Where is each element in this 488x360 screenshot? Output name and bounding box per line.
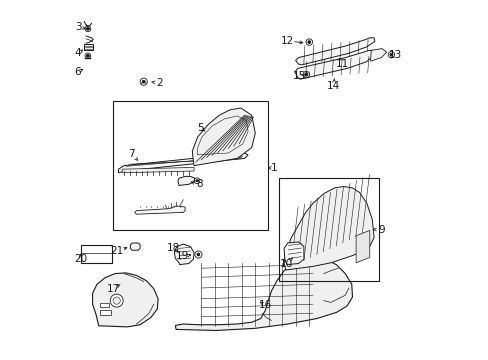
Polygon shape (134, 206, 185, 214)
Text: 15: 15 (292, 71, 305, 81)
Text: 3: 3 (76, 22, 82, 32)
Bar (81, 245, 112, 263)
Polygon shape (295, 38, 374, 65)
Text: 2: 2 (156, 78, 163, 88)
Circle shape (86, 27, 89, 30)
Circle shape (307, 41, 310, 44)
Text: 13: 13 (387, 50, 401, 60)
Polygon shape (92, 273, 158, 327)
Text: 16: 16 (258, 300, 271, 310)
Text: 18: 18 (166, 243, 180, 253)
Text: 12: 12 (280, 36, 293, 46)
Circle shape (389, 53, 392, 56)
Polygon shape (370, 49, 386, 61)
Polygon shape (101, 303, 109, 307)
Text: 1: 1 (270, 163, 277, 173)
Circle shape (110, 294, 123, 307)
Circle shape (142, 80, 145, 83)
Polygon shape (84, 44, 93, 50)
Text: 9: 9 (378, 225, 385, 235)
Text: 21: 21 (110, 246, 123, 256)
Text: 4: 4 (74, 48, 81, 58)
Text: 14: 14 (326, 81, 340, 91)
Polygon shape (130, 243, 140, 250)
Polygon shape (118, 153, 247, 173)
Polygon shape (178, 176, 194, 185)
Circle shape (197, 253, 200, 256)
Polygon shape (355, 230, 369, 263)
Polygon shape (294, 50, 374, 79)
Text: 5: 5 (197, 123, 203, 133)
Polygon shape (284, 186, 373, 270)
Bar (113, 101, 267, 230)
Circle shape (305, 73, 307, 76)
Polygon shape (101, 310, 111, 315)
Circle shape (113, 297, 120, 304)
Bar (278, 178, 379, 281)
Text: 11: 11 (335, 59, 348, 69)
Polygon shape (174, 244, 194, 265)
Polygon shape (284, 242, 303, 265)
Text: 6: 6 (74, 67, 81, 77)
Circle shape (196, 180, 198, 182)
Circle shape (86, 54, 89, 57)
Polygon shape (175, 256, 352, 330)
Text: 10: 10 (279, 258, 292, 269)
Polygon shape (192, 108, 255, 166)
Text: 20: 20 (74, 254, 87, 264)
Text: 17: 17 (106, 284, 120, 294)
Text: 7: 7 (128, 149, 135, 159)
Polygon shape (122, 167, 194, 173)
Text: 19: 19 (176, 251, 189, 261)
Text: 8: 8 (195, 179, 202, 189)
